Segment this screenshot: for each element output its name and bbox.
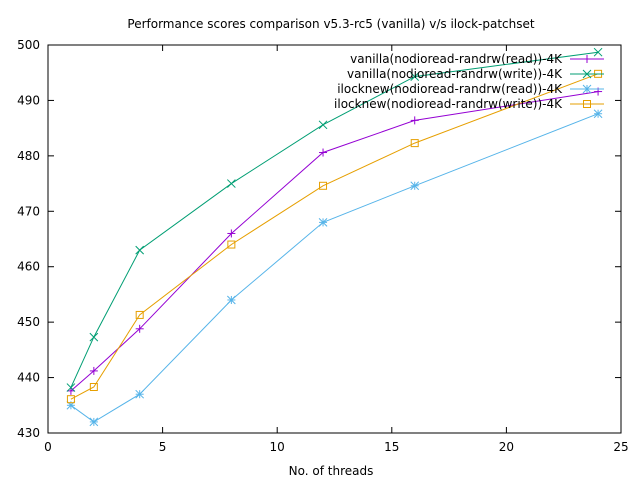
legend-entry: ilocknew(nodioread-randrw(write))-4K	[334, 97, 604, 111]
x-tick-label: 15	[384, 440, 399, 454]
data-point	[135, 245, 145, 255]
data-point	[66, 395, 75, 404]
y-tick-label: 430	[17, 426, 40, 440]
legend: vanilla(nodioread-randrw(read))-4Kvanill…	[334, 52, 604, 111]
data-point	[593, 109, 603, 119]
data-point	[318, 218, 328, 227]
data-point	[135, 389, 145, 399]
legend-marker	[583, 55, 591, 63]
plot-frame	[47, 44, 622, 434]
legend-marker	[582, 84, 592, 94]
series-line	[70, 73, 599, 400]
legend-label: vanilla(nodioread-randrw(read))-4K	[350, 52, 563, 66]
legend-label: vanilla(nodioread-randrw(write))-4K	[347, 67, 563, 81]
data-point	[89, 366, 98, 375]
y-tick-label: 460	[17, 260, 40, 274]
y-tick-label: 500	[17, 38, 40, 52]
data-point	[227, 240, 236, 249]
x-tick-label: 0	[44, 440, 52, 454]
series-layer	[66, 47, 603, 427]
data-point	[89, 417, 99, 427]
legend-entry: ilocknew(nodioread-randrw(read))-4K	[337, 82, 604, 96]
legend-label: ilocknew(nodioread-randrw(write))-4K	[334, 97, 563, 111]
y-tick-label: 470	[17, 204, 40, 218]
data-point	[135, 310, 144, 319]
data-point	[410, 72, 420, 81]
y-tick-label: 490	[17, 93, 40, 107]
legend-marker	[583, 100, 591, 108]
data-point	[318, 120, 328, 130]
legend-label: ilocknew(nodioread-randrw(read))-4K	[337, 82, 563, 96]
legend-entry: vanilla(nodioread-randrw(write))-4K	[347, 67, 604, 81]
y-tick-label: 480	[17, 149, 40, 163]
data-point	[410, 139, 419, 148]
x-tick-label: 25	[613, 440, 628, 454]
series-1	[66, 87, 603, 395]
x-axis-label: No. of threads	[289, 464, 374, 478]
x-tick-label: 10	[270, 440, 285, 454]
series-line	[70, 113, 599, 423]
x-tick-label: 20	[499, 440, 514, 454]
series-4	[66, 69, 603, 404]
series-line	[70, 91, 599, 392]
data-point	[227, 179, 236, 188]
data-point	[66, 383, 76, 392]
data-point	[410, 116, 419, 125]
legend-marker	[582, 69, 592, 79]
data-point	[135, 324, 144, 333]
legend-entry: vanilla(nodioread-randrw(read))-4K	[350, 52, 604, 66]
chart-title: Performance scores comparison v5.3-rc5 (…	[127, 17, 534, 31]
data-point	[319, 181, 328, 190]
y-tick-label: 440	[17, 371, 40, 385]
series-2	[66, 47, 603, 392]
data-point	[319, 148, 328, 157]
data-point	[410, 181, 420, 191]
data-point	[227, 295, 236, 305]
x-tick-label: 5	[159, 440, 167, 454]
data-point	[89, 382, 98, 391]
data-point	[227, 229, 236, 238]
data-point	[89, 332, 99, 342]
series-3	[66, 109, 603, 427]
data-point	[593, 47, 603, 57]
axis-ticks: 0 5 10 15 20 25 430 440 450 460 470 480 490 500	[17, 38, 629, 454]
y-tick-label: 450	[17, 315, 40, 329]
